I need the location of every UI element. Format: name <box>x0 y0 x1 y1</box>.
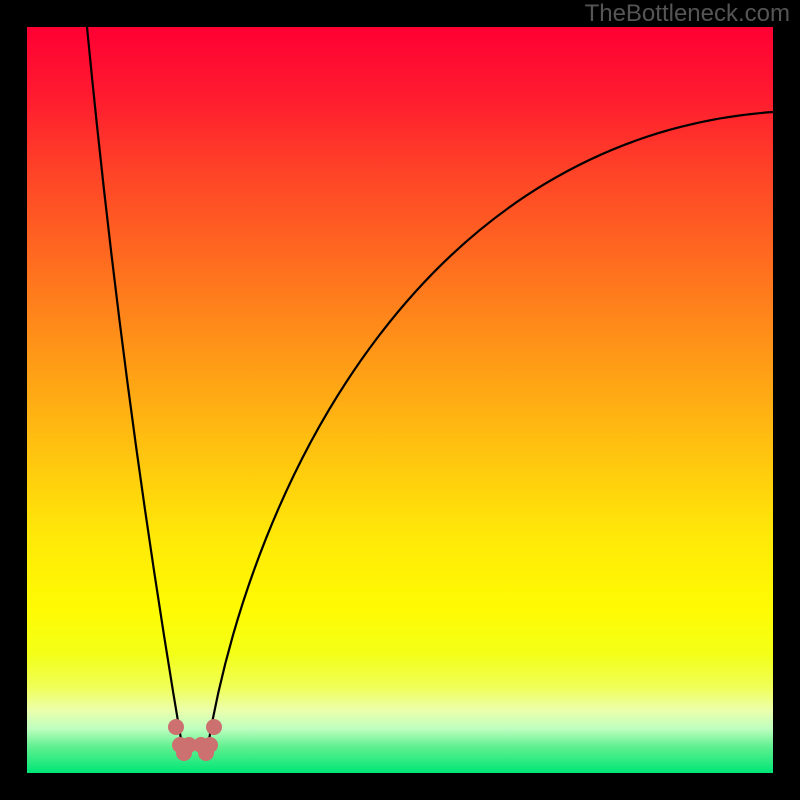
bottleneck-chart <box>0 0 800 800</box>
plot-area <box>27 27 773 773</box>
data-marker <box>168 719 184 735</box>
chart-stage: TheBottleneck.com <box>0 0 800 800</box>
data-marker <box>202 737 218 753</box>
watermark-text: TheBottleneck.com <box>585 0 790 28</box>
gradient-bg <box>27 27 773 773</box>
data-marker <box>206 719 222 735</box>
